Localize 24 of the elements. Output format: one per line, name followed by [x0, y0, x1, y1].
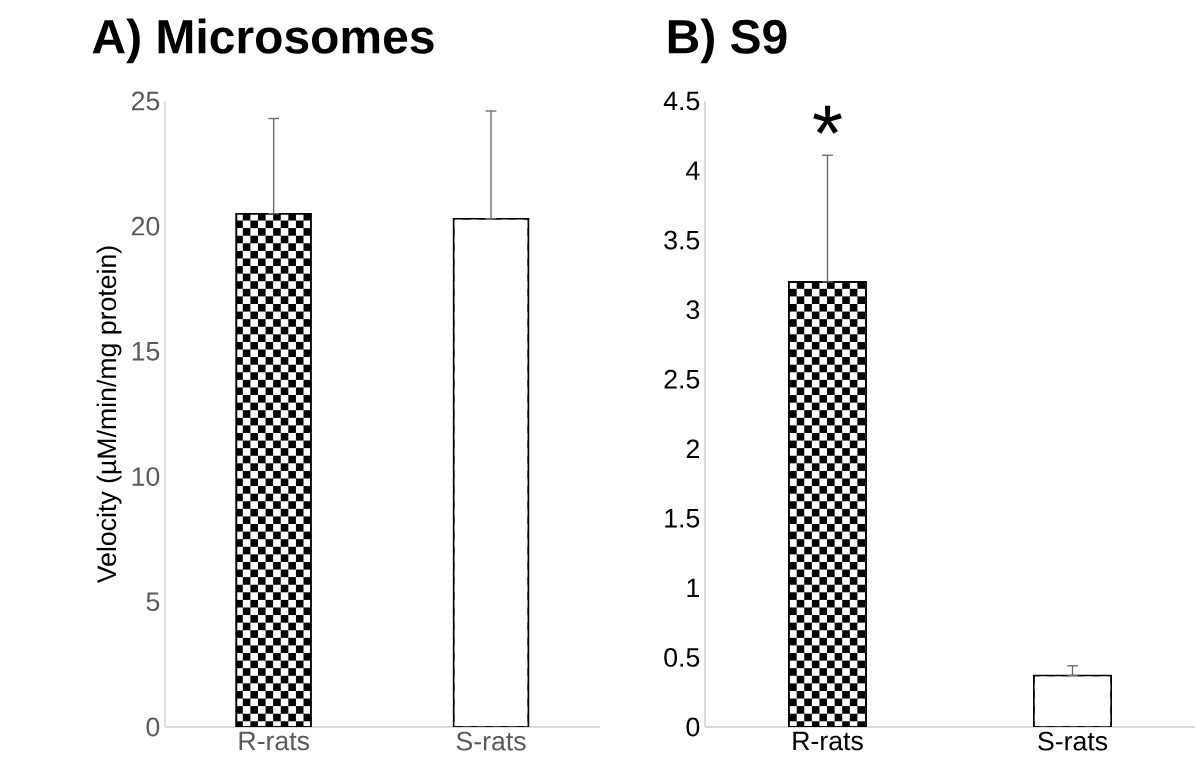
y-tick-label: 5	[146, 592, 160, 612]
y-tick-label: 1	[687, 578, 699, 598]
y-tick-label: 0	[146, 717, 160, 737]
y-tick-label: 0	[686, 717, 700, 737]
x-tick-label: S-rats	[1038, 731, 1108, 751]
y-axis-title: Velocity (µM/min/mg protein)	[96, 246, 122, 584]
y-tick-label: 1.5	[665, 509, 700, 528]
y-tick-label: 15	[132, 342, 160, 361]
y-tick-label: 20	[131, 216, 160, 236]
y-tick-label: 0.5	[664, 648, 700, 667]
y-tick-label: 3	[686, 300, 700, 320]
chart-title: B) S9	[668, 18, 787, 64]
y-tick-label: 2	[686, 439, 699, 459]
chart-title: A) Microsomes	[92, 18, 434, 64]
x-tick-label: R-rats	[239, 731, 309, 751]
x-tick-label: S-rats	[456, 731, 526, 751]
y-tick-label: 4.5	[663, 91, 700, 111]
y-tick-label: 25	[131, 91, 160, 111]
y-tick-label: 3.5	[664, 230, 700, 250]
y-tick-label: 10	[132, 467, 160, 487]
y-tick-label: 2.5	[664, 369, 700, 389]
annotation: *	[813, 105, 842, 134]
x-tick-label: R-rats	[793, 731, 863, 751]
y-tick-label: 4	[686, 161, 700, 180]
